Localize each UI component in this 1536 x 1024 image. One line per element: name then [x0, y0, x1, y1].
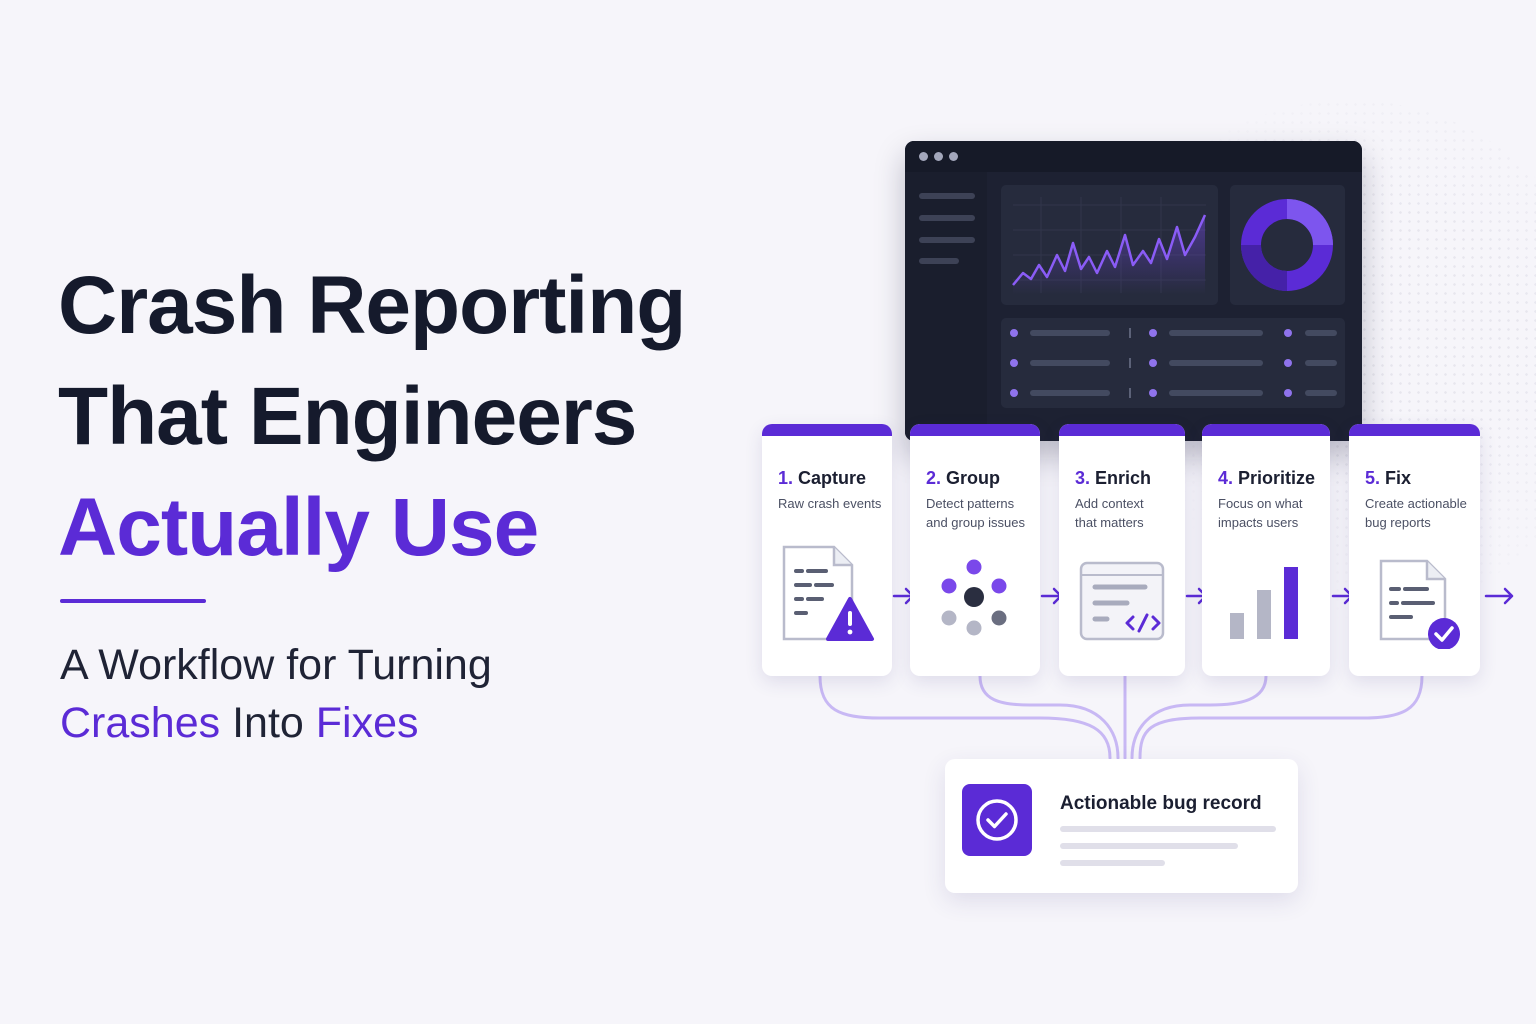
document-check-icon	[1349, 539, 1480, 650]
window-dot	[934, 152, 943, 161]
list-placeholder-bar	[1305, 360, 1337, 366]
step-label: Group	[946, 468, 1001, 488]
step-description-line: Raw crash events	[778, 496, 882, 511]
card-top-bar	[1349, 424, 1480, 436]
step-description-line: impacts users	[1218, 515, 1299, 530]
list-placeholder-bar	[1169, 360, 1263, 366]
list-placeholder-bar	[1030, 330, 1110, 336]
step-title: 1. Capture	[778, 468, 866, 489]
dashboard-mockup	[905, 141, 1362, 441]
list-placeholder-bar	[1030, 390, 1110, 396]
bar-chart-icon	[1202, 539, 1330, 649]
list-dot	[1010, 329, 1018, 337]
accent-rule	[60, 599, 206, 603]
sidebar-placeholder-line	[919, 215, 975, 221]
card-top-bar	[1059, 424, 1185, 436]
step-number: 5.	[1365, 468, 1381, 488]
window-titlebar	[905, 141, 1362, 172]
placeholder-line	[1060, 860, 1165, 866]
list-dot	[1010, 389, 1018, 397]
step-description: Create actionable bug reports	[1365, 494, 1467, 532]
list-separator	[1129, 388, 1131, 398]
step-description-line: Add context	[1075, 496, 1144, 511]
headline: Crash Reporting That Engineers Actually …	[58, 250, 686, 583]
code-window-icon	[1059, 539, 1185, 649]
headline-line-3: Actually Use	[58, 482, 539, 573]
placeholder-line	[1060, 826, 1276, 832]
bug-record-title: Actionable bug record	[1060, 793, 1262, 814]
sidebar-placeholder-line	[919, 193, 975, 199]
window-dot	[919, 152, 928, 161]
card-top-bar	[762, 424, 892, 436]
sidebar-placeholder-line	[919, 258, 959, 264]
list-dot	[1149, 359, 1157, 367]
placeholder-line	[1060, 843, 1238, 849]
step-description: Focus on what impacts users	[1218, 494, 1303, 532]
issue-list-panel	[1001, 318, 1345, 408]
headline-line-2: That Engineers	[58, 371, 637, 462]
list-dot	[1149, 329, 1157, 337]
check-circle-icon	[962, 784, 1032, 856]
step-label: Capture	[798, 468, 867, 488]
document-warning-icon	[762, 539, 892, 649]
step-title: 2. Group	[926, 468, 1000, 489]
list-dot	[1010, 359, 1018, 367]
line-chart-graphic	[1012, 197, 1207, 295]
subheadline-fixes: Fixes	[315, 699, 419, 747]
list-dot	[1284, 359, 1292, 367]
subheadline-crashes: Crashes	[60, 699, 221, 747]
list-placeholder-bar	[1305, 330, 1337, 336]
step-description-line: Focus on what	[1218, 496, 1303, 511]
step-number: 2.	[926, 468, 942, 488]
subheadline-line-2: Crashes Into Fixes	[60, 694, 492, 752]
step-card-enrich[interactable]: 3. Enrich Add context that matters	[1059, 424, 1185, 676]
step-card-group[interactable]: 2. Group Detect patterns and group issue…	[910, 424, 1040, 676]
subheadline-line-1: A Workflow for Turning	[60, 641, 492, 689]
step-description: Detect patterns and group issues	[926, 494, 1025, 532]
step-description: Add context that matters	[1075, 494, 1144, 532]
card-top-bar	[910, 424, 1040, 436]
step-title: 5. Fix	[1365, 468, 1411, 489]
list-placeholder-bar	[1169, 390, 1263, 396]
donut-chart-panel	[1230, 185, 1345, 305]
list-placeholder-bar	[1169, 330, 1263, 336]
step-label: Fix	[1385, 468, 1412, 488]
step-description-line: Detect patterns	[926, 496, 1015, 511]
step-label: Prioritize	[1238, 468, 1316, 488]
step-description-line: and group issues	[926, 515, 1026, 530]
step-description-line: Create actionable	[1365, 496, 1467, 511]
step-description-line: that matters	[1075, 515, 1144, 530]
list-placeholder-bar	[1030, 360, 1110, 366]
list-dot	[1149, 389, 1157, 397]
step-number: 3.	[1075, 468, 1091, 488]
step-title: 4. Prioritize	[1218, 468, 1315, 489]
list-placeholder-bar	[1305, 390, 1337, 396]
step-description-line: bug reports	[1365, 515, 1431, 530]
subheadline: A Workflow for Turning Crashes Into Fixe…	[60, 636, 492, 752]
list-separator	[1129, 358, 1131, 368]
window-dot	[949, 152, 958, 161]
step-card-fix[interactable]: 5. Fix Create actionable bug reports	[1349, 424, 1480, 676]
dashboard-sidebar	[905, 172, 987, 441]
step-label: Enrich	[1095, 468, 1152, 488]
step-title: 3. Enrich	[1075, 468, 1151, 489]
headline-line-1: Crash Reporting	[58, 260, 686, 351]
card-top-bar	[1202, 424, 1330, 436]
step-number: 1.	[778, 468, 794, 488]
list-dot	[1284, 389, 1292, 397]
bug-record-card[interactable]: Actionable bug record	[945, 759, 1298, 893]
arrow-right-icon	[1484, 587, 1514, 605]
step-description: Raw crash events	[778, 494, 881, 513]
cluster-dots-icon	[910, 539, 1040, 649]
step-number: 4.	[1218, 468, 1234, 488]
sidebar-placeholder-line	[919, 237, 975, 243]
subheadline-into: Into	[232, 699, 304, 747]
step-card-prioritize[interactable]: 4. Prioritize Focus on what impacts user…	[1202, 424, 1330, 676]
line-chart-panel	[1001, 185, 1218, 305]
step-card-capture[interactable]: 1. Capture Raw crash events	[762, 424, 892, 676]
list-dot	[1284, 329, 1292, 337]
list-separator	[1129, 328, 1131, 338]
donut-chart-graphic	[1241, 199, 1333, 291]
